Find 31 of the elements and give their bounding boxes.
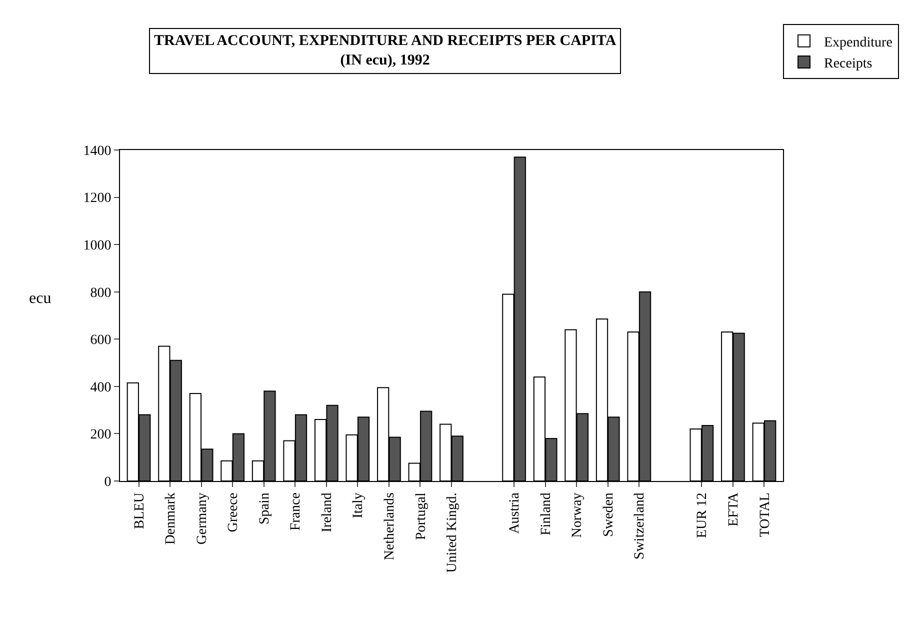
- x-tick-label: Austria: [508, 492, 523, 534]
- y-tick-label: 1200: [83, 191, 112, 206]
- legend-label: Expenditure: [824, 35, 892, 50]
- x-tick-label: Sweden: [601, 492, 616, 537]
- x-tick-label: Finland: [538, 492, 554, 536]
- x-tick-label: TOTAL: [758, 492, 773, 538]
- x-tick-label: Italy: [351, 492, 366, 518]
- x-tick-label: Greece: [226, 492, 242, 532]
- x-tick-label: France: [288, 492, 304, 531]
- y-tick-label: 800: [90, 286, 112, 301]
- x-tick-label: Denmark: [164, 492, 179, 545]
- x-tick-label: EUR 12: [695, 492, 710, 538]
- y-tick-label: 1000: [83, 238, 112, 254]
- x-tick-label: Norway: [570, 492, 586, 538]
- x-tick-label: BLEU: [132, 492, 148, 530]
- chart-title: TRAVEL ACCOUNT, EXPENDITURE AND RECEIPTS PER CAPITA (IN ecu), 1992: [154, 33, 616, 68]
- y-tick-label: 600: [90, 333, 112, 348]
- x-tick-label: Switzerland: [632, 492, 648, 560]
- x-tick-label: Ireland: [320, 492, 335, 532]
- x-tick-label: Spain: [257, 492, 272, 524]
- x-tick-label: Portugal: [414, 492, 429, 540]
- y-tick-label: 400: [90, 380, 112, 396]
- x-tick-label: United Kingd.: [445, 492, 460, 573]
- legend-label: Receipts: [824, 56, 872, 72]
- y-tick-label: 0: [104, 474, 112, 490]
- x-tick-label: Germany: [194, 492, 210, 545]
- x-tick-label: Netherlands: [382, 492, 398, 560]
- y-tick-label: 1400: [83, 144, 112, 159]
- y-tick-label: 200: [90, 428, 112, 443]
- y-axis-title: ecu: [29, 290, 52, 307]
- x-tick-label: EFTA: [726, 492, 742, 526]
